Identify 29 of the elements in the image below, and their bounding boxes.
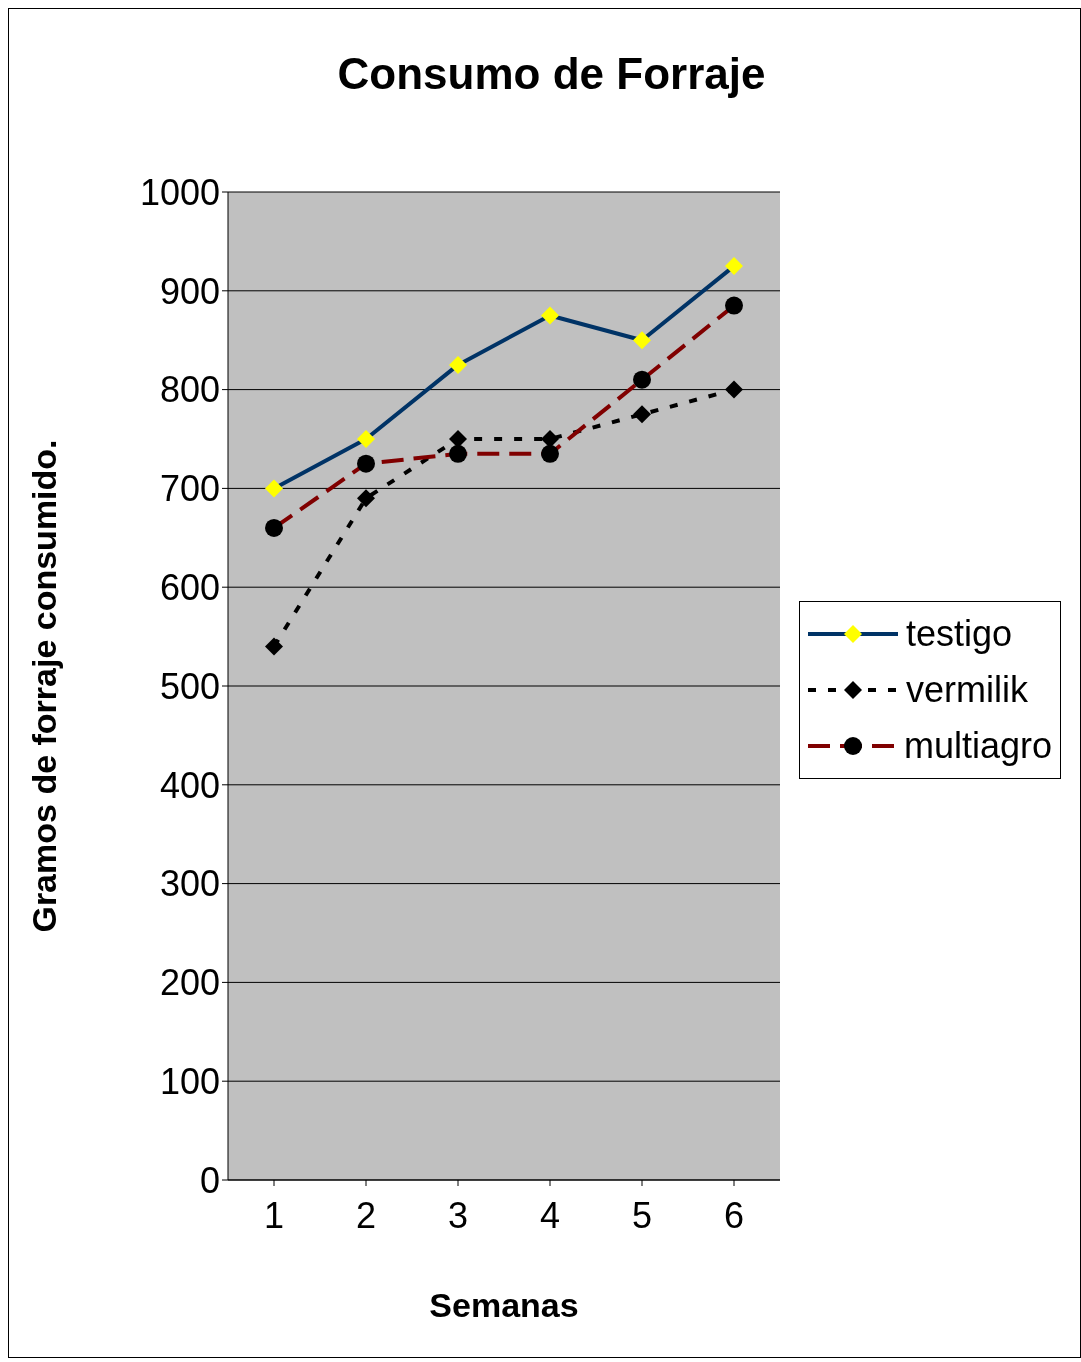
point [633,405,651,424]
y-tick-label: 600 [159,566,220,608]
x-axis-title: Semanas [429,1286,579,1324]
x-tick-label: 5 [631,1194,653,1236]
y-tick-label: 200 [159,962,220,1004]
chart-title: Consumo de Forraje [336,49,767,99]
x-tick-label: 4 [539,1194,561,1236]
legend-label: testigo [906,613,1013,655]
y-tick-label: 1000 [139,171,220,213]
x-tick-label: 2 [355,1194,377,1236]
point [725,380,743,399]
x-tick-label: 6 [723,1194,745,1236]
x-tick-label: 3 [447,1194,469,1236]
y-tick-label: 900 [159,270,220,312]
y-axis-title: Gramos de forraje consumido. [25,439,64,933]
point [265,637,283,656]
x-tick-label: 1 [263,1194,285,1236]
point [541,430,559,448]
y-tick-label: 300 [159,863,220,905]
y-tick-label: 100 [159,1060,220,1102]
y-tick-label: 500 [159,665,220,707]
legend-label: vermilik [906,669,1028,711]
y-tick-label: 0 [199,1159,220,1201]
y-tick-label: 700 [159,468,220,510]
point [357,489,375,508]
point [449,430,467,448]
y-tick-label: 800 [159,369,220,411]
legend-label: multiagro [903,725,1052,767]
y-tick-label: 400 [159,764,220,806]
